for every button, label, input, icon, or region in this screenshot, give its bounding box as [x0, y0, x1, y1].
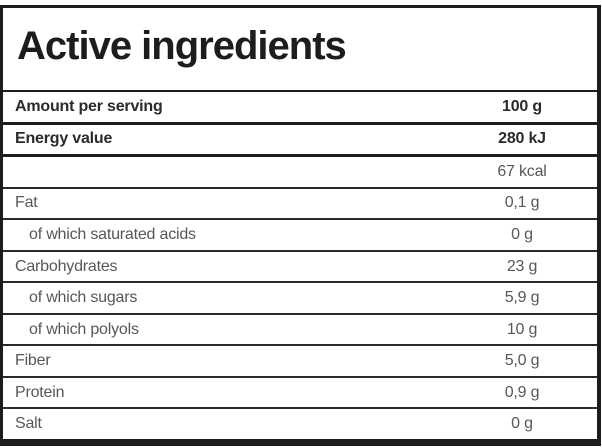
- table-row: Energy value 280 kJ: [3, 125, 597, 158]
- row-label: Fiber: [15, 352, 51, 370]
- table-row: Carbohydrates 23 g: [3, 252, 597, 284]
- nutrition-table: Amount per serving 100 g Energy value 28…: [3, 92, 597, 439]
- row-label: of which sugars: [29, 289, 138, 307]
- table-row: of which sugars 5,9 g: [3, 283, 597, 315]
- row-value: 23 g: [506, 257, 538, 275]
- table-row: 67 kcal: [3, 157, 597, 189]
- row-label: Salt: [15, 415, 42, 433]
- row-value: 0 g: [511, 415, 533, 433]
- row-value: 100 g: [502, 97, 542, 115]
- row-label: Fat: [15, 194, 38, 212]
- row-value: 280 kJ: [498, 130, 546, 148]
- row-value: 67 kcal: [497, 162, 547, 180]
- table-row: Protein 0,9 g: [3, 378, 597, 410]
- row-label: Energy value: [15, 130, 113, 148]
- table-row: of which polyols 10 g: [3, 315, 597, 347]
- table-row: of which saturated acids 0 g: [3, 220, 597, 252]
- title-bar: Active ingredients: [3, 8, 597, 92]
- nutrition-panel: Active ingredients Amount per serving 10…: [0, 5, 601, 446]
- row-value: 5,9 g: [504, 289, 540, 307]
- row-label: Protein: [15, 383, 65, 401]
- row-value: 5,0 g: [504, 352, 540, 370]
- row-label: of which polyols: [29, 320, 139, 338]
- row-label: Carbohydrates: [15, 257, 118, 275]
- row-value: 0,9 g: [504, 383, 540, 401]
- row-value: 10 g: [506, 320, 538, 338]
- table-row: Salt 0 g: [3, 409, 597, 439]
- row-label: Amount per serving: [15, 97, 163, 115]
- row-label: of which saturated acids: [29, 225, 196, 243]
- row-value: 0,1 g: [504, 194, 540, 212]
- table-row: Fiber 5,0 g: [3, 346, 597, 378]
- row-value: 0 g: [511, 225, 533, 243]
- table-row: Amount per serving 100 g: [3, 92, 597, 125]
- table-row: Fat 0,1 g: [3, 189, 597, 221]
- page-title: Active ingredients: [17, 24, 347, 68]
